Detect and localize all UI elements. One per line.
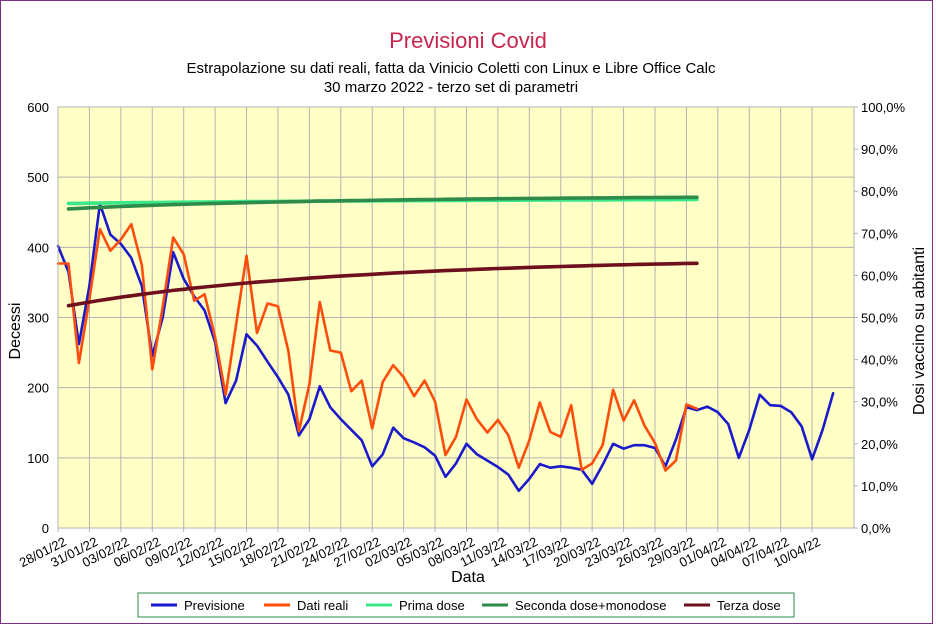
y2-tick-label: 10,0% xyxy=(861,479,898,494)
y-tick-label: 400 xyxy=(27,240,49,255)
x-axis-ticks: 28/01/2231/01/2203/02/2206/02/2209/02/22… xyxy=(17,534,823,570)
y-axis-ticks: 0 100 200 300 400 500 600 xyxy=(27,100,49,536)
legend-label-prima-dose: Prima dose xyxy=(399,598,465,613)
chart-subtitle-line-1: Estrapolazione su dati reali, fatta da V… xyxy=(187,60,716,77)
y-tick-label: 600 xyxy=(27,100,49,115)
y-tick-label: 100 xyxy=(27,451,49,466)
y2-tick-label: 80,0% xyxy=(861,184,898,199)
y-tick-label: 200 xyxy=(27,381,49,396)
x-axis-label: Data xyxy=(451,569,485,586)
y-axis-label: Decessi xyxy=(7,303,24,360)
chart-subtitle-line-2: 30 marzo 2022 - terzo set di parametri xyxy=(324,79,578,96)
series-line-terza-dose xyxy=(66,261,699,308)
y2-tick-label: 20,0% xyxy=(861,437,898,452)
y2-tick-label: 70,0% xyxy=(861,226,898,241)
legend-label-seconda-dose-monodose: Seconda dose+monodose xyxy=(515,598,666,613)
plot-border xyxy=(57,106,855,529)
y-tick-label: 300 xyxy=(27,311,49,326)
legend-label-terza-dose: Terza dose xyxy=(717,598,781,613)
y2-tick-label: 30,0% xyxy=(861,395,898,410)
y2-tick-label: 90,0% xyxy=(861,142,898,157)
series-line-previsione xyxy=(56,202,835,493)
y2-axis-label: Dosi vaccino su abitanti xyxy=(911,247,928,415)
series-line-seconda-dose-monodose xyxy=(66,195,699,211)
series-line-dati-reali xyxy=(56,222,699,472)
y2-tick-label: 60,0% xyxy=(861,268,898,283)
y2-tick-label: 40,0% xyxy=(861,353,898,368)
y-tick-label: 500 xyxy=(27,170,49,185)
legend: Previsione Dati reali Prima dose Seconda do… xyxy=(151,598,781,613)
series-layer xyxy=(56,195,835,493)
legend-label-previsione: Previsione xyxy=(184,598,245,613)
y2-axis-ticks: 0,0% 10,0% 20,0% 30,0% 40,0% 50,0% 60,0% 70,0% 8… xyxy=(854,100,906,536)
grid-lines xyxy=(57,106,854,532)
y-tick-label: 0 xyxy=(42,521,49,536)
legend-label-dati-reali: Dati reali xyxy=(297,598,348,613)
chart-title: Previsioni Covid xyxy=(389,28,547,53)
y2-tick-label: 0,0% xyxy=(861,521,891,536)
y2-tick-label: 50,0% xyxy=(861,311,898,326)
y2-tick-label: 100,0% xyxy=(861,100,906,115)
